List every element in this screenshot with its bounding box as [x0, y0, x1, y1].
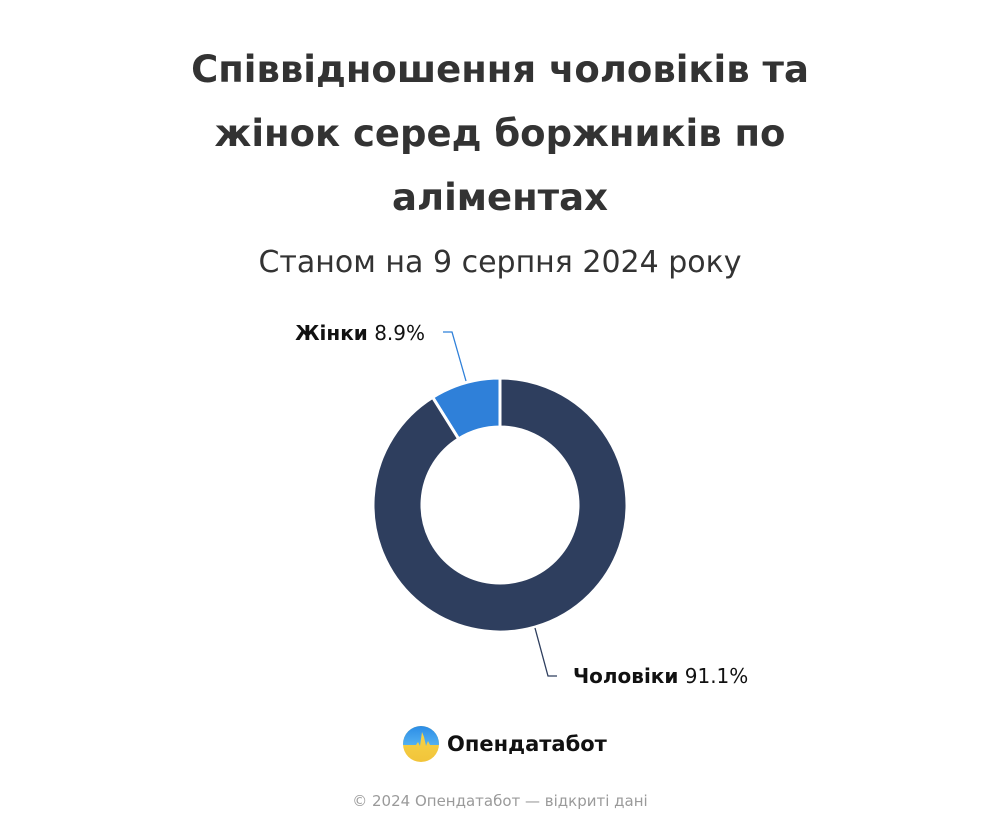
chart-title-line-2: жінок серед боржників по [214, 112, 786, 155]
chart-title-line-1: Співвідношення чоловіків та [191, 48, 809, 91]
women-category: Жінки [295, 321, 368, 345]
men-data-label: Чоловіки 91.1% [573, 664, 748, 688]
footer-copyright: © 2024 Опендатабот — відкриті дані [352, 792, 648, 810]
women-value: 8.9% [374, 321, 425, 345]
men-leader-line [534, 627, 557, 677]
chart-title: Співвідношення чоловіків та жінок серед … [0, 38, 1000, 230]
men-slice [371, 376, 629, 634]
women-data-label: Жінки 8.9% [295, 321, 425, 345]
men-category: Чоловіки [573, 664, 679, 688]
donut-slices [371, 376, 629, 634]
men-value: 91.1% [684, 664, 749, 688]
opendatabot-logo-icon [403, 726, 439, 762]
chart-subtitle: Станом на 9 серпня 2024 року [258, 245, 742, 280]
chart-title-line-3: аліментах [392, 176, 608, 219]
women-leader-line [443, 331, 467, 382]
brand-name: Опендатабот [447, 732, 607, 756]
brand: Опендатабот [403, 724, 607, 764]
